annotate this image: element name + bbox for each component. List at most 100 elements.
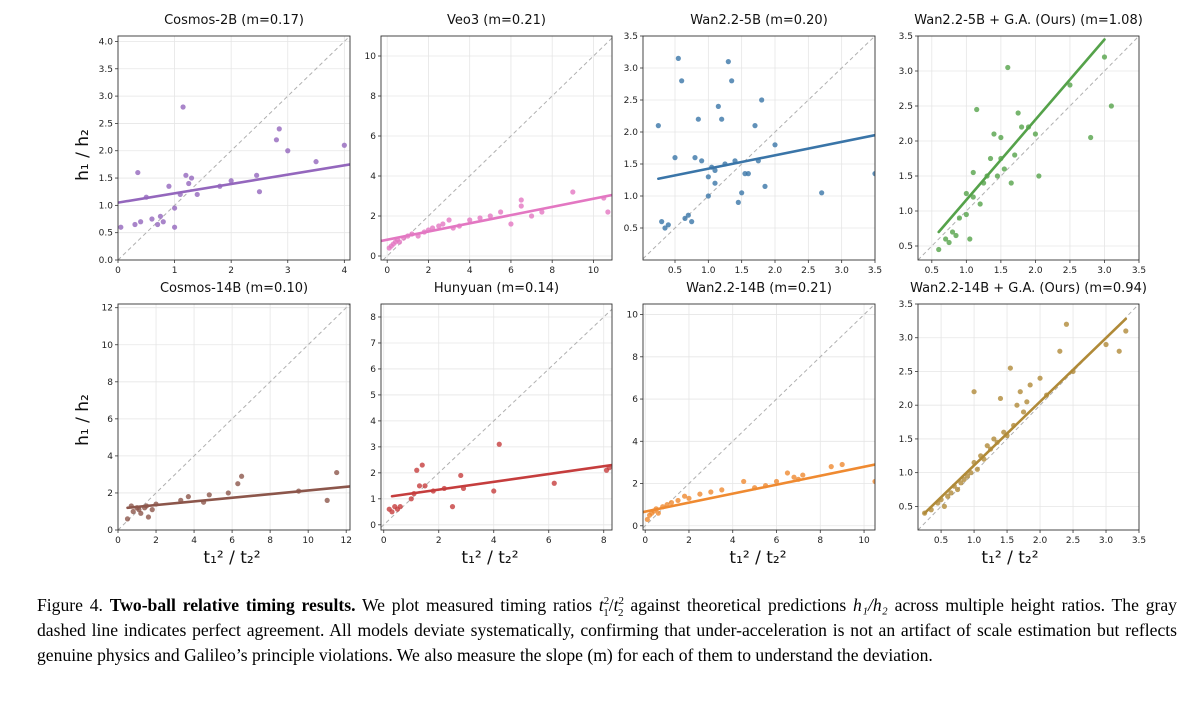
data-point <box>681 493 688 499</box>
data-point <box>155 221 161 228</box>
data-point <box>945 493 951 499</box>
y-tick-label: 0 <box>370 521 376 531</box>
y-tick-label: 0.0 <box>99 256 114 266</box>
data-point <box>1088 134 1094 141</box>
x-tick-label: 0 <box>642 536 648 546</box>
data-point <box>967 236 973 242</box>
data-point <box>998 134 1004 141</box>
y-tick-label: 2.5 <box>624 96 638 106</box>
y-tick-label: 1.5 <box>899 435 913 445</box>
x-tick-label: 3.0 <box>835 266 850 276</box>
data-point <box>991 131 997 137</box>
y-tick-label: 2 <box>107 489 113 499</box>
subplot-plot-area <box>118 36 350 260</box>
fit-line <box>381 193 612 243</box>
y-tick-label: 12 <box>102 304 113 314</box>
data-point <box>958 480 964 486</box>
data-point <box>160 219 166 225</box>
subplot-title: Wan2.2-14B (m=0.21) <box>686 281 832 296</box>
x-tick-label: 1.0 <box>701 266 716 276</box>
data-point <box>458 472 464 479</box>
data-point <box>773 478 780 485</box>
ylabel-top: h₁ / h₂ <box>73 129 93 181</box>
caption-text-a: We plot measured timing ratios <box>361 595 593 615</box>
data-point <box>416 483 423 489</box>
y-tick-label: 3.5 <box>899 300 913 310</box>
y-tick-label: 2 <box>370 469 376 479</box>
data-point <box>772 142 778 148</box>
y-tick-label: 3.5 <box>899 32 913 42</box>
data-point <box>449 504 456 510</box>
figure-svg: h₁ / h₂ h₁ / h₂ t₁² / t₂² t₁² / t₂² t₁² … <box>73 13 1147 568</box>
data-point <box>396 239 403 245</box>
data-point <box>725 59 731 65</box>
data-point <box>828 464 834 470</box>
y-tick-label: 6 <box>370 132 376 142</box>
x-tick-label: 4 <box>341 266 347 276</box>
data-point <box>1015 110 1021 116</box>
identity-line <box>918 304 1139 530</box>
x-tick-label: 0.5 <box>934 536 948 546</box>
subplot-6: 0 2 4 6 8 0 1 2 3 4 5 6 7 8 Hunyuan (m=0.14) <box>370 281 613 546</box>
data-point <box>699 158 705 164</box>
ylabel-bottom: h₁ / h₂ <box>73 394 93 446</box>
x-tick-label: 0 <box>384 266 390 276</box>
x-tick-label: 3.5 <box>1132 536 1146 546</box>
data-point <box>712 180 718 186</box>
data-point <box>686 495 692 501</box>
data-point <box>974 466 980 472</box>
data-point <box>784 470 791 476</box>
x-tick-label: 2 <box>686 536 692 546</box>
data-point <box>697 491 703 497</box>
caption-math-t2-sub: 2 <box>618 606 624 619</box>
y-tick-label: 0.5 <box>899 242 913 252</box>
data-point <box>953 232 959 239</box>
y-tick-label: 8 <box>370 92 376 102</box>
x-tick-label: 4 <box>730 536 736 546</box>
data-point <box>254 172 260 178</box>
data-point <box>414 467 420 473</box>
y-tick-label: 2.0 <box>899 137 914 147</box>
subplot-frame <box>917 303 1140 531</box>
x-tick-label: 3.0 <box>1097 266 1112 276</box>
subplot-frame <box>917 35 1140 261</box>
data-point <box>672 155 678 161</box>
data-point <box>1008 180 1014 186</box>
subplot-plot-area <box>381 37 612 260</box>
data-point <box>1024 399 1030 405</box>
data-point <box>1014 402 1020 408</box>
x-tick-label: 10 <box>302 536 314 546</box>
y-tick-label: 10 <box>102 341 114 351</box>
data-point <box>735 199 741 205</box>
data-point <box>1108 103 1114 109</box>
subplot-plot-area <box>643 304 875 529</box>
x-tick-label: 8 <box>549 266 555 276</box>
data-point <box>675 497 681 504</box>
data-point <box>1036 173 1042 179</box>
x-tick-label: 2.0 <box>768 266 783 276</box>
caption-math-t1-sub: 1 <box>603 606 609 619</box>
subplot-plot-area <box>918 304 1139 530</box>
data-point <box>994 173 1001 179</box>
data-point <box>132 221 138 228</box>
y-tick-label: 2.0 <box>99 147 114 157</box>
x-tick-label: 0.5 <box>925 266 939 276</box>
data-point <box>970 194 976 200</box>
data-point <box>941 503 947 509</box>
data-point <box>819 190 825 196</box>
x-tick-label: 3.5 <box>1132 266 1146 276</box>
data-point <box>715 103 721 109</box>
y-tick-label: 3.5 <box>624 32 638 42</box>
caption-text-c: across multiple height ratios. The gray … <box>37 595 1177 665</box>
identity-line <box>918 36 1139 260</box>
y-tick-label: 0 <box>107 526 113 536</box>
identity-line <box>382 37 612 260</box>
data-point <box>974 106 980 113</box>
data-point <box>759 97 765 103</box>
data-point <box>135 169 141 176</box>
x-tick-label: 10 <box>858 536 870 546</box>
x-tick-label: 0 <box>115 266 121 276</box>
x-tick-label: 4 <box>467 266 473 276</box>
subplot-title: Wan2.2-5B (m=0.20) <box>690 13 828 28</box>
subplot-frame <box>380 303 613 531</box>
